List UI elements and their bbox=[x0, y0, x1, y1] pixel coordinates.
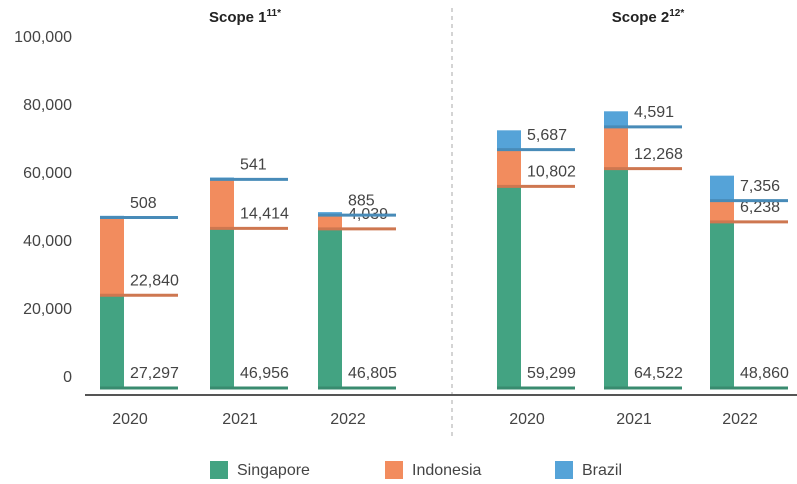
value-label: 27,297 bbox=[130, 365, 179, 382]
bar-segment bbox=[710, 175, 734, 201]
bar-segment bbox=[100, 217, 124, 296]
legend-label: Indonesia bbox=[412, 462, 481, 479]
legend-swatch bbox=[210, 461, 228, 479]
legend-swatch bbox=[555, 461, 573, 479]
y-tick-label: 80,000 bbox=[23, 97, 72, 114]
value-label: 6,238 bbox=[740, 199, 780, 216]
bar-segment bbox=[318, 228, 342, 388]
x-tick-label: 2022 bbox=[722, 411, 758, 428]
bar-segment bbox=[318, 212, 342, 216]
bar-segment bbox=[710, 221, 734, 388]
bar-segment bbox=[497, 149, 521, 187]
bar-segment bbox=[210, 228, 234, 388]
x-tick-label: 2021 bbox=[222, 411, 258, 428]
legend-label: Brazil bbox=[582, 462, 622, 479]
value-label: 12,268 bbox=[634, 146, 683, 163]
title-text: Scope 1 bbox=[209, 9, 267, 26]
y-tick-label: 100,000 bbox=[14, 29, 72, 46]
value-label: 4,591 bbox=[634, 104, 674, 121]
panel-title: Scope 212* bbox=[612, 8, 685, 26]
bar-segment bbox=[497, 130, 521, 150]
y-tick-label: 60,000 bbox=[23, 165, 72, 182]
x-tick-label: 2020 bbox=[509, 411, 545, 428]
legend-label: Singapore bbox=[237, 462, 310, 479]
legend-swatch bbox=[385, 461, 403, 479]
value-label: 7,356 bbox=[740, 178, 780, 195]
bar-segment bbox=[604, 111, 628, 127]
bar-segment bbox=[100, 295, 124, 388]
bar-segment bbox=[604, 126, 628, 169]
value-label: 48,860 bbox=[740, 365, 789, 382]
title-text: Scope 2 bbox=[612, 9, 670, 26]
value-label: 541 bbox=[240, 157, 267, 174]
value-label: 885 bbox=[348, 192, 375, 209]
y-tick-label: 20,000 bbox=[23, 301, 72, 318]
bar-segment bbox=[604, 168, 628, 388]
value-label: 59,299 bbox=[527, 365, 576, 382]
value-label: 5,687 bbox=[527, 127, 567, 144]
x-tick-label: 2022 bbox=[330, 411, 366, 428]
x-tick-label: 2020 bbox=[112, 411, 148, 428]
value-label: 508 bbox=[130, 195, 157, 212]
value-label: 10,802 bbox=[527, 164, 576, 181]
x-tick-label: 2021 bbox=[616, 411, 652, 428]
title-note: 11* bbox=[267, 8, 282, 19]
title-note: 12* bbox=[669, 8, 684, 19]
value-label: 46,956 bbox=[240, 365, 289, 382]
y-tick-label: 0 bbox=[63, 369, 72, 386]
value-label: 14,414 bbox=[240, 206, 289, 223]
bar-segment bbox=[710, 200, 734, 222]
value-label: 46,805 bbox=[348, 365, 397, 382]
panel-title: Scope 111* bbox=[209, 8, 281, 26]
y-tick-label: 40,000 bbox=[23, 233, 72, 250]
bar-segment bbox=[318, 215, 342, 229]
value-label: 22,840 bbox=[130, 272, 179, 289]
bar-segment bbox=[497, 186, 521, 388]
value-label: 64,522 bbox=[634, 365, 683, 382]
bar-segment bbox=[210, 179, 234, 229]
